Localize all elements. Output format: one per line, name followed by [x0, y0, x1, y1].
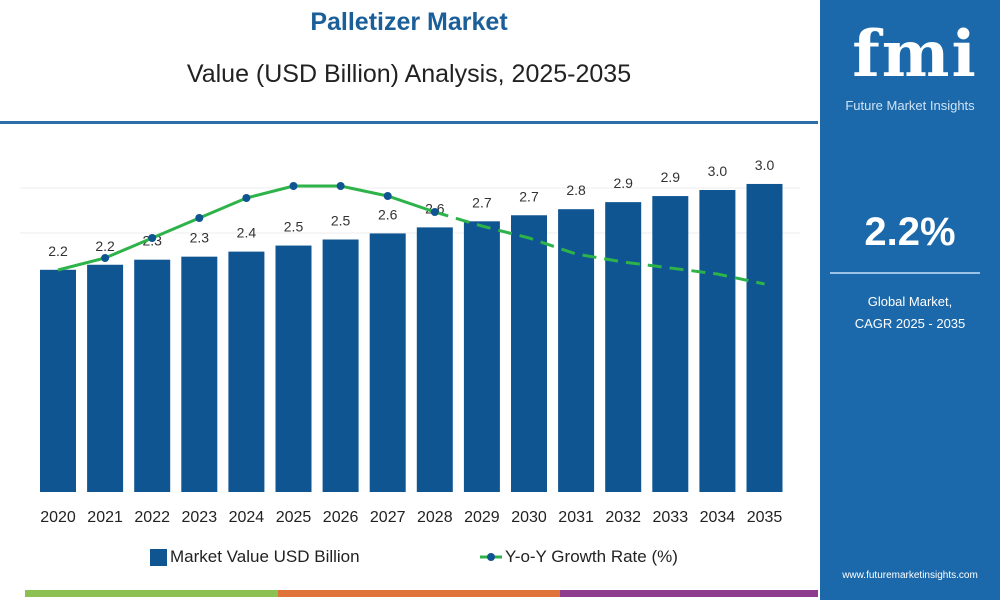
x-tick-2024: 2024 — [229, 509, 265, 526]
chart-subtitle: Value (USD Billion) Analysis, 2025-2035 — [186, 60, 632, 88]
website-link[interactable]: www.futuremarketinsights.com — [842, 570, 978, 581]
data-label-2021: 2.2 — [95, 238, 115, 254]
footer-strip-green — [25, 590, 278, 597]
x-tick-2021: 2021 — [87, 509, 123, 526]
growth-marker-2024 — [242, 194, 251, 202]
x-tick-2023: 2023 — [182, 509, 218, 526]
footer-strip-purple — [560, 590, 818, 597]
data-label-2023: 2.3 — [190, 230, 210, 246]
data-label-2020: 2.2 — [48, 243, 68, 259]
growth-marker-2022 — [148, 234, 157, 242]
growth-line-dashed — [434, 210, 765, 286]
data-label-2024: 2.4 — [237, 225, 257, 241]
cagr-label-2: CAGR 2025 - 2035 — [854, 316, 966, 331]
data-label-2031: 2.8 — [566, 182, 586, 198]
bar-2028 — [416, 227, 453, 492]
legend-label: Y-o-Y Growth Rate (%) — [505, 547, 678, 566]
bar-2025 — [275, 245, 312, 492]
legend-item-market-value: Market Value USD Billion — [150, 547, 360, 567]
legend-swatch-bar — [150, 548, 167, 566]
x-tick-2031: 2031 — [558, 509, 594, 526]
data-label-2034: 3.0 — [708, 163, 728, 179]
x-tick-2033: 2033 — [653, 509, 689, 526]
data-label-2026: 2.5 — [331, 213, 351, 229]
chart-title: Palletizer Market — [310, 8, 508, 36]
data-label-2035: 3.0 — [755, 157, 775, 173]
x-tick-2022: 2022 — [134, 509, 170, 526]
x-tick-2020: 2020 — [40, 509, 76, 526]
data-label-2029: 2.7 — [472, 194, 492, 210]
bar-2026 — [322, 239, 359, 492]
x-tick-2026: 2026 — [323, 509, 359, 526]
bar-2032 — [605, 202, 642, 492]
growth-marker-2021 — [101, 254, 110, 262]
cagr-label-1: Global Market, — [867, 294, 953, 309]
data-label-2027: 2.6 — [378, 206, 398, 222]
footer-color-strip — [0, 590, 818, 597]
cagr-divider — [830, 272, 980, 274]
bar-2027 — [369, 233, 406, 492]
x-tick-2025: 2025 — [276, 509, 312, 526]
x-tick-2032: 2032 — [605, 509, 641, 526]
data-label-2032: 2.9 — [613, 175, 633, 191]
data-label-2030: 2.7 — [519, 188, 539, 204]
x-tick-2027: 2027 — [370, 509, 406, 526]
growth-marker-2026 — [336, 182, 345, 190]
cagr-value: 2.2% — [864, 210, 956, 254]
bar-2024 — [228, 251, 265, 492]
x-tick-2028: 2028 — [417, 509, 453, 526]
x-tick-2034: 2034 — [700, 509, 736, 526]
bar-2030 — [511, 215, 547, 492]
x-tick-2030: 2030 — [511, 509, 547, 526]
data-label-2033: 2.9 — [661, 169, 681, 185]
legend-label: Market Value USD Billion — [170, 547, 360, 566]
fmi-logo: fmi — [852, 17, 978, 92]
bar-2035 — [746, 183, 783, 492]
chart-plot: 2.220202.220212.320222.320232.420242.520… — [20, 157, 800, 526]
brand-name: Future Market Insights — [845, 98, 975, 113]
legend-item-growth-rate: Y-o-Y Growth Rate (%) — [480, 547, 678, 567]
x-tick-2035: 2035 — [747, 509, 783, 526]
bar-2022 — [134, 259, 171, 492]
growth-marker-2027 — [383, 192, 392, 200]
bar-2020 — [40, 269, 76, 492]
legend-swatch-line — [480, 553, 502, 561]
x-tick-2029: 2029 — [464, 509, 500, 526]
bar-2034 — [699, 190, 736, 492]
growth-marker-2028 — [430, 208, 439, 216]
brand-panel: fmi Future Market Insights 2.2% Global M… — [820, 0, 1000, 600]
data-label-2025: 2.5 — [284, 219, 304, 235]
footer-strip-orange — [278, 590, 560, 597]
bar-2033 — [652, 196, 689, 492]
bar-2029 — [463, 221, 500, 492]
bar-2021 — [87, 264, 124, 492]
title-divider — [0, 121, 818, 124]
growth-marker-2025 — [289, 182, 298, 190]
growth-marker-2023 — [195, 214, 204, 222]
bar-2031 — [558, 209, 595, 492]
bar-2023 — [181, 256, 218, 492]
